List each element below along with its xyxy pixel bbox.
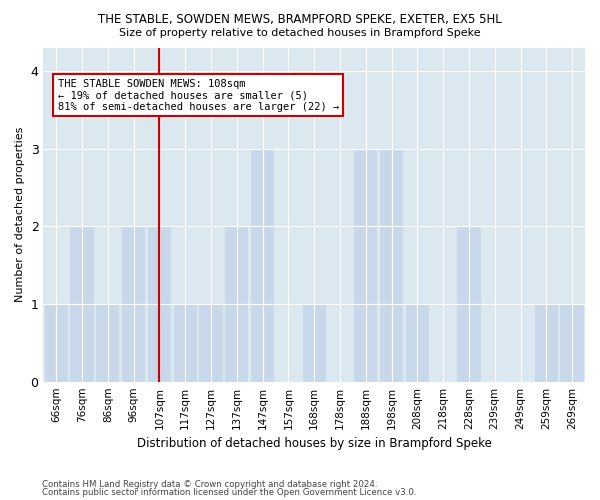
Bar	[225, 226, 248, 382]
Bar	[535, 304, 558, 382]
Bar	[70, 226, 94, 382]
Bar	[406, 304, 429, 382]
Text: THE STABLE SOWDEN MEWS: 108sqm
← 19% of detached houses are smaller (5)
81% of s: THE STABLE SOWDEN MEWS: 108sqm ← 19% of …	[58, 78, 339, 112]
Bar	[122, 226, 145, 382]
Bar	[96, 304, 119, 382]
Bar	[302, 304, 326, 382]
Bar	[173, 304, 197, 382]
Text: THE STABLE, SOWDEN MEWS, BRAMPFORD SPEKE, EXETER, EX5 5HL: THE STABLE, SOWDEN MEWS, BRAMPFORD SPEKE…	[98, 12, 502, 26]
Text: Size of property relative to detached houses in Brampford Speke: Size of property relative to detached ho…	[119, 28, 481, 38]
Text: Contains HM Land Registry data © Crown copyright and database right 2024.: Contains HM Land Registry data © Crown c…	[42, 480, 377, 489]
Bar	[560, 304, 584, 382]
Bar	[251, 148, 274, 382]
Bar	[45, 304, 68, 382]
Bar	[354, 148, 377, 382]
Bar	[457, 226, 481, 382]
Bar	[199, 304, 223, 382]
Y-axis label: Number of detached properties: Number of detached properties	[15, 127, 25, 302]
X-axis label: Distribution of detached houses by size in Brampford Speke: Distribution of detached houses by size …	[137, 437, 491, 450]
Text: Contains public sector information licensed under the Open Government Licence v3: Contains public sector information licen…	[42, 488, 416, 497]
Bar	[380, 148, 403, 382]
Bar	[148, 226, 171, 382]
